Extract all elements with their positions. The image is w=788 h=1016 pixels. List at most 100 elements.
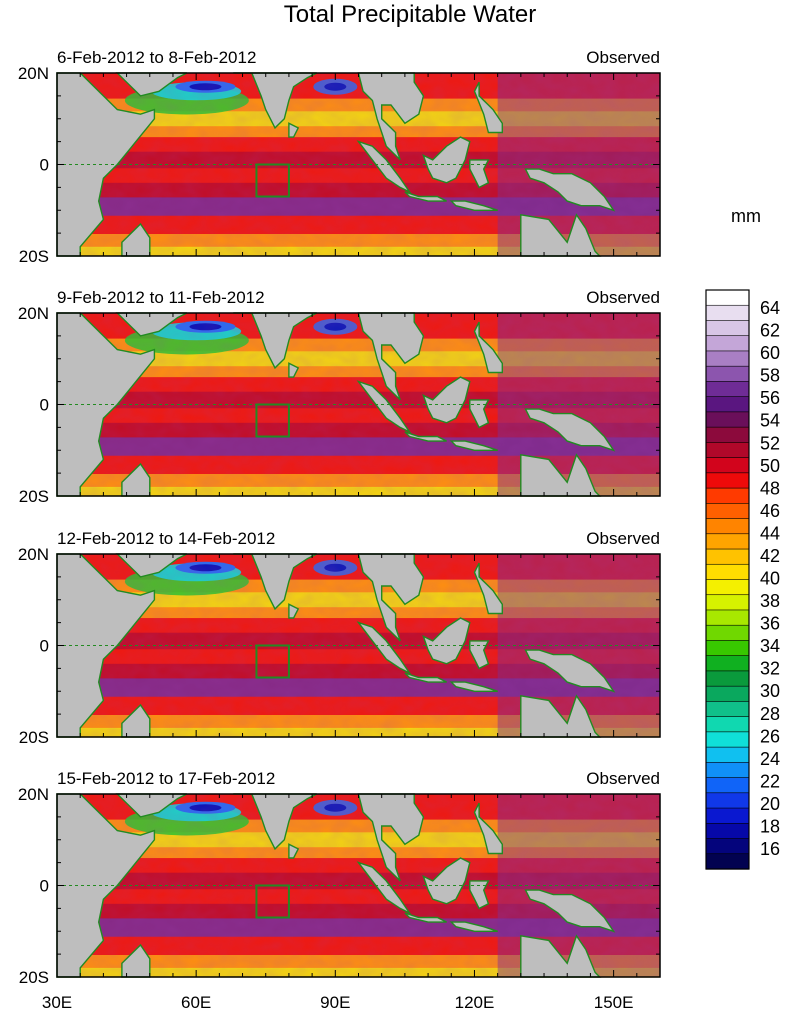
- colorbar-label: 36: [760, 614, 780, 634]
- colorbar-swatch: [705, 853, 750, 870]
- land-mass: [473, 802, 503, 855]
- land-mass: [524, 889, 616, 933]
- land-mass: [404, 912, 447, 923]
- colorbar-label: 58: [760, 366, 780, 386]
- panel-observed-label: Observed: [586, 769, 660, 788]
- colorbar-swatch: [705, 670, 750, 687]
- panel-observed-label: Observed: [586, 529, 660, 548]
- colorbar-label: 28: [760, 704, 780, 724]
- land-mass: [357, 553, 425, 642]
- x-tick-label: 150E: [594, 993, 634, 1012]
- colorbar-label: 30: [760, 681, 780, 701]
- colorbar-swatch: [705, 304, 750, 322]
- colorbar-swatch: [705, 579, 750, 596]
- colorbar-swatch: [705, 533, 750, 550]
- colorbar-swatch: [705, 457, 750, 474]
- land-mass: [449, 681, 498, 692]
- panel-date-range: 6-Feb-2012 to 8-Feb-2012: [57, 48, 256, 67]
- land-mass: [288, 362, 300, 378]
- colorbar-swatch: [705, 320, 750, 337]
- land-mass: [404, 191, 447, 202]
- colorbar-swatch: [705, 289, 750, 306]
- colorbar-swatch: [705, 335, 750, 352]
- colorbar-swatch: [705, 442, 750, 459]
- land-mass: [469, 399, 490, 429]
- land-mass: [422, 857, 471, 905]
- colorbar-frame: [705, 289, 750, 870]
- panel-2: 9-Feb-2012 to 11-Feb-2012 Observed 20N 0 20S: [18, 288, 661, 506]
- colorbar-swatch: [705, 381, 750, 398]
- colorbar-swatch: [705, 701, 750, 718]
- colorbar-label: 44: [760, 523, 780, 543]
- colorbar-swatch: [705, 655, 750, 672]
- colorbar-label: 52: [760, 433, 780, 453]
- region-box: [255, 163, 290, 198]
- colorbar-swatch: [705, 731, 750, 748]
- colorbar-label: 32: [760, 659, 780, 679]
- land-mass: [473, 562, 503, 615]
- land-mass: [449, 440, 498, 451]
- y-tick-label: 0: [40, 637, 49, 656]
- y-tick-label: 20N: [18, 785, 49, 804]
- colorbar-label: 18: [760, 817, 780, 837]
- land-mass: [524, 408, 616, 452]
- colorbar-label: 16: [760, 839, 780, 859]
- panel-3: 12-Feb-2012 to 14-Feb-2012 Observed 20N 0 20…: [18, 529, 661, 747]
- land-mass: [422, 136, 471, 184]
- land-mass: [356, 140, 412, 194]
- land-mass: [404, 431, 447, 442]
- land-mass: [288, 843, 300, 859]
- colorbar-swatch: [705, 822, 750, 840]
- panel-4: 15-Feb-2012 to 17-Feb-2012 Observed 20N 0 20…: [18, 769, 661, 987]
- region-box: [255, 644, 290, 679]
- land-mass: [288, 603, 300, 619]
- colorbar-swatch: [705, 365, 750, 383]
- y-tick-label: 20N: [18, 64, 49, 83]
- x-tick-label: 120E: [455, 993, 495, 1012]
- x-tick-label: 90E: [320, 993, 350, 1012]
- colorbar-swatch: [705, 563, 750, 581]
- colorbar-label: 56: [760, 388, 780, 408]
- colorbar-label: 46: [760, 501, 780, 521]
- colorbar-swatch: [705, 716, 750, 733]
- colorbar-label: 60: [760, 343, 780, 363]
- land-mass: [357, 72, 425, 161]
- colorbar-label: 54: [760, 411, 780, 431]
- y-tick-label: 0: [40, 156, 49, 175]
- colorbar-label: 38: [760, 591, 780, 611]
- y-tick-label: 20S: [19, 487, 49, 506]
- colorbar-swatch: [705, 640, 750, 657]
- land-mass: [356, 621, 412, 675]
- panel-1: 6-Feb-2012 to 8-Feb-2012 Observed 20N 0 20S: [18, 48, 661, 266]
- land-mass: [469, 880, 490, 910]
- colorbar-label: 48: [760, 478, 780, 498]
- panel-observed-label: Observed: [586, 48, 660, 67]
- colorbar-swatch: [705, 503, 750, 520]
- colorbar-swatch: [705, 624, 750, 642]
- colorbar-label: 24: [760, 749, 780, 769]
- land-mass: [288, 122, 300, 138]
- panel-observed-label: Observed: [586, 288, 660, 307]
- colorbar-label: 40: [760, 569, 780, 589]
- colorbar-swatch: [705, 685, 750, 702]
- colorbar-label: 20: [760, 794, 780, 814]
- colorbar-swatch: [705, 426, 750, 443]
- land-mass: [356, 861, 412, 915]
- panel-date-range: 12-Feb-2012 to 14-Feb-2012: [57, 529, 275, 548]
- land-mass: [422, 617, 471, 665]
- colorbar-swatch: [705, 777, 750, 794]
- units-label: mm: [731, 206, 761, 226]
- colorbar-swatch: [705, 838, 750, 855]
- colorbar-label: 50: [760, 456, 780, 476]
- colorbar-swatch: [705, 807, 750, 824]
- land-mass: [473, 81, 503, 134]
- x-tick-label: 60E: [181, 993, 211, 1012]
- colorbar-swatch: [705, 609, 750, 626]
- colorbar-swatch: [705, 746, 750, 763]
- colorbar-label: 62: [760, 321, 780, 341]
- land-mass: [449, 200, 498, 212]
- land-mass: [357, 312, 425, 401]
- y-tick-label: 20N: [18, 545, 49, 564]
- colorbar-swatch: [705, 487, 750, 504]
